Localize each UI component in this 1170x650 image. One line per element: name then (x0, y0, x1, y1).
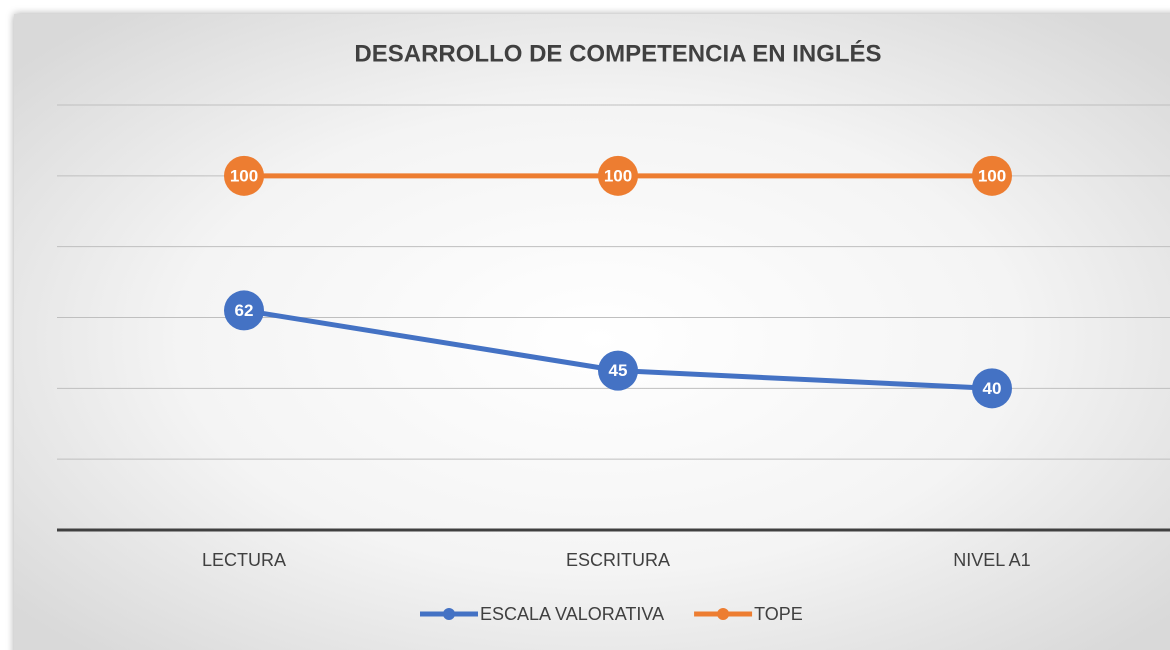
data-point (224, 290, 264, 331)
data-label: 100 (978, 166, 1006, 185)
data-label: 45 (609, 361, 628, 380)
data-point (972, 155, 1012, 196)
x-tick-label: LECTURA (202, 550, 286, 570)
data-label: 62 (235, 301, 254, 320)
data-point (972, 368, 1012, 409)
data-label: 40 (983, 379, 1002, 398)
legend-label: ESCALA VALORATIVA (480, 604, 664, 624)
x-tick-label: NIVEL A1 (953, 550, 1030, 570)
x-tick-label: ESCRITURA (566, 550, 670, 570)
legend-marker (717, 608, 730, 620)
data-point (598, 350, 638, 391)
data-label: 100 (230, 166, 258, 185)
data-label: 100 (604, 166, 632, 185)
data-point (224, 155, 264, 196)
data-point (598, 155, 638, 196)
chart-title: DESARROLLO DE COMPETENCIA EN INGLÉS (354, 39, 881, 67)
legend-label: TOPE (754, 604, 803, 624)
chart-background (14, 14, 1170, 650)
legend-marker (443, 608, 455, 620)
